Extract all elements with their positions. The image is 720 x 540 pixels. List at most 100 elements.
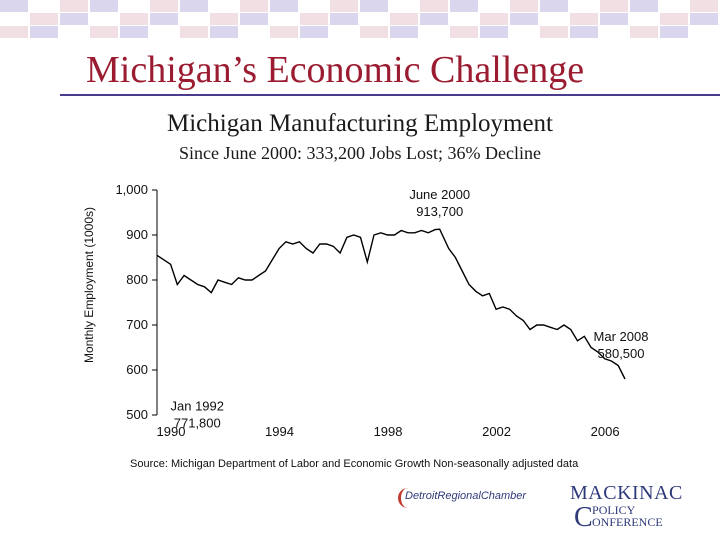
mackinac-logo-policy: POLICY [570,504,680,516]
band-square [330,26,358,38]
chart-title: Michigan Manufacturing Employment [166,110,554,137]
band-square [690,0,718,12]
band-square [630,13,658,25]
band-square [450,26,478,38]
mackinac-logo-top: MACKINAC [570,482,683,504]
band-square [240,0,268,12]
band-square [210,0,238,12]
slide-title: Michigan’s Economic Challenge [86,49,585,91]
band-square [90,26,118,38]
band-square [570,13,598,25]
chart-area: 500 600 700 800 900 1,000 1990 1994 1998 2002 2006… [115,182,649,439]
band-square [330,0,358,12]
band-square [90,13,118,25]
band-square [60,13,88,25]
y-tick-label: 1,000 [115,182,148,197]
band-square [660,0,688,12]
band-square [120,0,148,12]
mackinac-logo-c: C [574,502,593,533]
x-tick-label: 1990 [157,424,186,439]
band-square [660,13,688,25]
band-square [630,0,658,12]
band-square [300,26,328,38]
y-tick-label: 900 [126,227,148,242]
band-square [510,13,538,25]
y-tick-label: 800 [126,272,148,287]
band-square [270,13,298,25]
band-square [300,0,328,12]
band-square [690,26,718,38]
decorative-grid-band [0,0,720,38]
band-square [480,13,508,25]
band-square [420,13,448,25]
band-square [330,13,358,25]
band-square [360,0,388,12]
band-square [180,26,208,38]
band-square [180,0,208,12]
band-square [420,0,448,12]
band-square [120,26,148,38]
source-note: Source: Michigan Department of Labor and… [130,458,579,470]
annotation-value: 771,800 [174,416,221,431]
band-square [570,0,598,12]
band-square [90,0,118,12]
chart-subtitle: Since June 2000: 333,200 Jobs Lost; 36% … [179,143,541,163]
band-square [630,26,658,38]
band-square [0,13,28,25]
band-square [600,26,628,38]
annotation-label: Jan 1992 [171,399,225,414]
band-square [240,26,268,38]
x-tick-label: 1998 [374,424,403,439]
band-square [300,13,328,25]
band-square [570,26,598,38]
band-square [540,0,568,12]
annotation-value: 913,700 [416,204,463,219]
band-square [510,0,538,12]
title-rule [60,94,720,96]
mackinac-policy-conference-logo: MACKINAC C POLICY ONFERENCE [570,482,683,533]
band-square [360,26,388,38]
mackinac-logo-conference: ONFERENCE [592,515,663,529]
detroit-chamber-swoosh-icon [398,488,411,508]
band-square [390,26,418,38]
band-square [150,0,178,12]
x-tick-label: 1994 [265,424,294,439]
band-square [540,13,568,25]
band-square [450,0,478,12]
band-square [420,26,448,38]
band-square [180,13,208,25]
band-square [210,13,238,25]
series-line [156,228,626,380]
band-square [480,26,508,38]
mackinac-logo-policy-text: OLICY [598,503,636,517]
band-square [660,26,688,38]
band-square [60,26,88,38]
y-tick-label: 700 [126,317,148,332]
x-tick-label: 2002 [482,424,511,439]
band-square [690,13,718,25]
band-square [270,26,298,38]
band-square [210,26,238,38]
band-square [600,13,628,25]
band-square [540,26,568,38]
band-square [60,0,88,12]
mackinac-logo-p: P [592,503,599,517]
band-square [30,0,58,12]
band-square [390,13,418,25]
annotation-label: June 2000 [409,187,470,202]
detroit-chamber-logo: DetroitRegionalChamber [405,490,527,502]
y-tick-label: 500 [126,407,148,422]
y-tick-label: 600 [126,362,148,377]
band-square [390,0,418,12]
annotation-label: Mar 2008 [594,329,649,344]
band-square [510,26,538,38]
band-square [0,0,28,12]
annotation-value: 580,500 [598,346,645,361]
band-square [600,0,628,12]
band-square [150,13,178,25]
band-square [360,13,388,25]
band-square [120,13,148,25]
band-square [0,26,28,38]
band-square [30,26,58,38]
band-square [270,0,298,12]
